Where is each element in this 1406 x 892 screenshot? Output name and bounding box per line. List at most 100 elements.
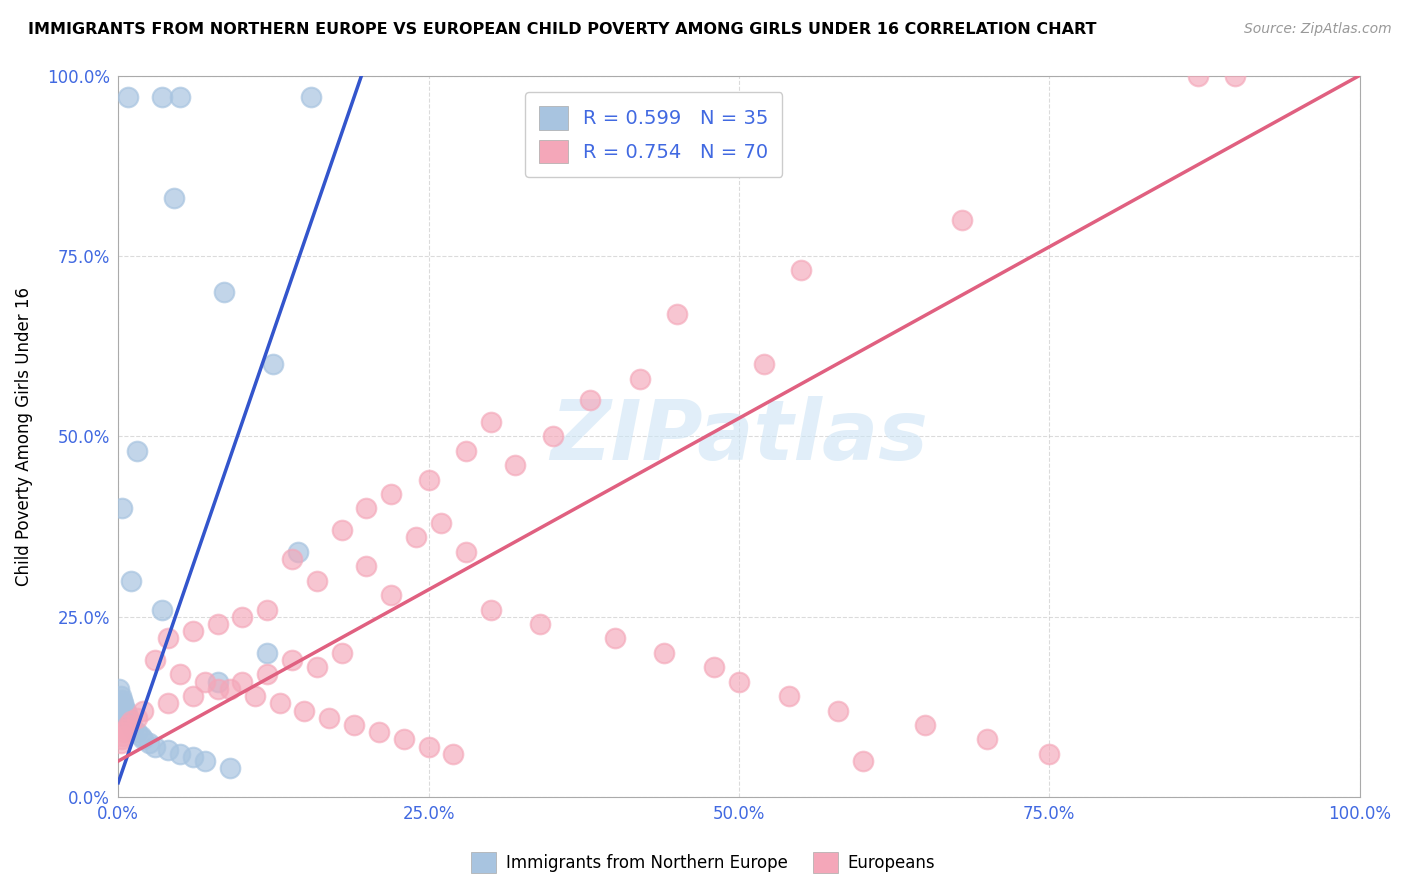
- Point: [169, 747, 191, 761]
- Point: [778, 689, 800, 703]
- Point: [122, 722, 145, 736]
- Point: [479, 602, 502, 616]
- Legend: R = 0.599   N = 35, R = 0.754   N = 70: R = 0.599 N = 35, R = 0.754 N = 70: [526, 93, 783, 177]
- Point: [117, 90, 139, 104]
- Point: [703, 660, 725, 674]
- Point: [219, 761, 242, 775]
- Text: IMMIGRANTS FROM NORTHERN EUROPE VS EUROPEAN CHILD POVERTY AMONG GIRLS UNDER 16 C: IMMIGRANTS FROM NORTHERN EUROPE VS EUROP…: [28, 22, 1097, 37]
- Point: [112, 696, 135, 710]
- Y-axis label: Child Poverty Among Girls Under 16: Child Poverty Among Girls Under 16: [15, 287, 32, 586]
- Point: [207, 681, 229, 696]
- Point: [579, 393, 602, 408]
- Point: [256, 646, 278, 660]
- Point: [628, 371, 651, 385]
- Point: [194, 754, 217, 768]
- Point: [603, 632, 626, 646]
- Point: [256, 602, 278, 616]
- Point: [430, 516, 453, 530]
- Point: [262, 357, 284, 371]
- Point: [728, 674, 751, 689]
- Point: [281, 552, 304, 566]
- Legend: Immigrants from Northern Europe, Europeans: Immigrants from Northern Europe, Europea…: [464, 846, 942, 880]
- Point: [111, 692, 134, 706]
- Point: [181, 750, 204, 764]
- Point: [118, 714, 141, 729]
- Point: [125, 725, 148, 739]
- Point: [790, 263, 813, 277]
- Point: [454, 545, 477, 559]
- Point: [231, 609, 253, 624]
- Point: [305, 660, 328, 674]
- Point: [132, 732, 155, 747]
- Point: [418, 739, 440, 754]
- Point: [392, 732, 415, 747]
- Point: [914, 718, 936, 732]
- Point: [150, 90, 173, 104]
- Point: [1187, 69, 1209, 83]
- Point: [145, 653, 167, 667]
- Text: ZIPatlas: ZIPatlas: [550, 396, 928, 477]
- Point: [356, 559, 378, 574]
- Point: [120, 714, 142, 729]
- Point: [156, 632, 179, 646]
- Point: [125, 711, 148, 725]
- Point: [318, 711, 340, 725]
- Point: [145, 739, 167, 754]
- Point: [156, 743, 179, 757]
- Point: [194, 674, 217, 689]
- Point: [156, 696, 179, 710]
- Point: [181, 624, 204, 639]
- Point: [479, 415, 502, 429]
- Point: [343, 718, 366, 732]
- Point: [181, 689, 204, 703]
- Point: [330, 646, 353, 660]
- Point: [111, 732, 134, 747]
- Point: [114, 704, 136, 718]
- Point: [405, 530, 427, 544]
- Point: [207, 674, 229, 689]
- Point: [269, 696, 291, 710]
- Point: [294, 704, 316, 718]
- Point: [117, 711, 139, 725]
- Point: [120, 574, 142, 588]
- Point: [305, 574, 328, 588]
- Point: [243, 689, 266, 703]
- Point: [852, 754, 875, 768]
- Point: [169, 90, 191, 104]
- Point: [256, 667, 278, 681]
- Point: [120, 718, 142, 732]
- Point: [505, 458, 527, 473]
- Point: [150, 602, 173, 616]
- Point: [380, 487, 402, 501]
- Point: [112, 729, 135, 743]
- Point: [129, 729, 152, 743]
- Point: [299, 90, 322, 104]
- Point: [654, 646, 676, 660]
- Point: [752, 357, 775, 371]
- Point: [219, 681, 242, 696]
- Point: [125, 443, 148, 458]
- Point: [231, 674, 253, 689]
- Point: [529, 617, 551, 632]
- Point: [281, 653, 304, 667]
- Point: [212, 285, 235, 299]
- Point: [418, 473, 440, 487]
- Point: [110, 689, 132, 703]
- Point: [287, 545, 309, 559]
- Point: [454, 443, 477, 458]
- Point: [665, 307, 688, 321]
- Point: [108, 681, 131, 696]
- Point: [112, 700, 135, 714]
- Point: [115, 707, 138, 722]
- Point: [138, 736, 160, 750]
- Point: [380, 588, 402, 602]
- Point: [110, 736, 132, 750]
- Point: [441, 747, 464, 761]
- Point: [132, 704, 155, 718]
- Point: [356, 501, 378, 516]
- Point: [1038, 747, 1060, 761]
- Point: [976, 732, 998, 747]
- Point: [169, 667, 191, 681]
- Point: [163, 191, 186, 205]
- Point: [111, 501, 134, 516]
